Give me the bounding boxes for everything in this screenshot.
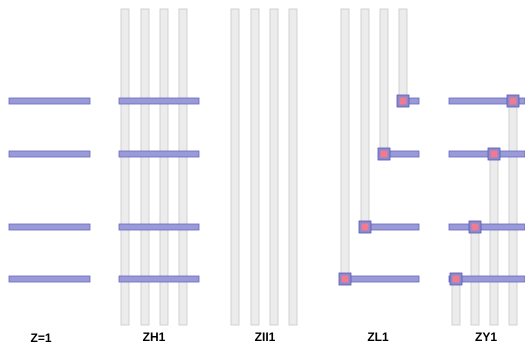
label-zii1: ZII1 bbox=[254, 330, 276, 344]
zy1-wire-3 bbox=[448, 223, 525, 231]
zy1-via-4-core bbox=[509, 97, 517, 105]
z1-wire-3 bbox=[8, 223, 91, 231]
zh1-column-1 bbox=[120, 8, 130, 326]
zy1-via-1-core bbox=[452, 275, 460, 283]
zl1-column-4 bbox=[398, 8, 408, 108]
zh1-wire-4 bbox=[118, 275, 200, 283]
zii1-column-1 bbox=[230, 8, 240, 326]
zy1-column-4 bbox=[508, 94, 518, 326]
label-zy1: ZY1 bbox=[474, 330, 497, 344]
zy1-via-3-core bbox=[490, 150, 498, 158]
zl1-via-2-core bbox=[361, 223, 369, 231]
zh1-column-2 bbox=[140, 8, 150, 326]
zl1-column-1 bbox=[340, 8, 350, 286]
zy1-wire-1 bbox=[448, 97, 525, 105]
zl1-column-3 bbox=[379, 8, 389, 161]
zh1-column-4 bbox=[178, 8, 188, 326]
zh1-wire-1 bbox=[118, 97, 200, 105]
zl1-column-2 bbox=[360, 8, 370, 234]
zii1-column-4 bbox=[288, 8, 298, 326]
zy1-wire-2 bbox=[448, 150, 525, 158]
zh1-wire-2 bbox=[118, 150, 200, 158]
z1-wire-1 bbox=[8, 97, 91, 105]
zii1-column-2 bbox=[250, 8, 260, 326]
zl1-wire-2 bbox=[364, 223, 420, 231]
zy1-column-2 bbox=[470, 220, 480, 326]
zii1-column-3 bbox=[269, 8, 279, 326]
zl1-via-4-core bbox=[399, 97, 407, 105]
zy1-column-3 bbox=[489, 147, 499, 326]
zl1-via-3-core bbox=[380, 150, 388, 158]
zl1-wire-1 bbox=[344, 275, 420, 283]
zl1-via-1-core bbox=[341, 275, 349, 283]
z1-wire-4 bbox=[8, 275, 91, 283]
zh1-wire-3 bbox=[118, 223, 200, 231]
label-zl1: ZL1 bbox=[367, 330, 389, 344]
z1-wire-2 bbox=[8, 150, 91, 158]
zy1-wire-4 bbox=[448, 275, 525, 283]
zh1-column-3 bbox=[159, 8, 169, 326]
label-z1: Z=1 bbox=[30, 331, 52, 345]
label-zh1: ZH1 bbox=[142, 330, 166, 344]
zy1-via-2-core bbox=[471, 223, 479, 231]
